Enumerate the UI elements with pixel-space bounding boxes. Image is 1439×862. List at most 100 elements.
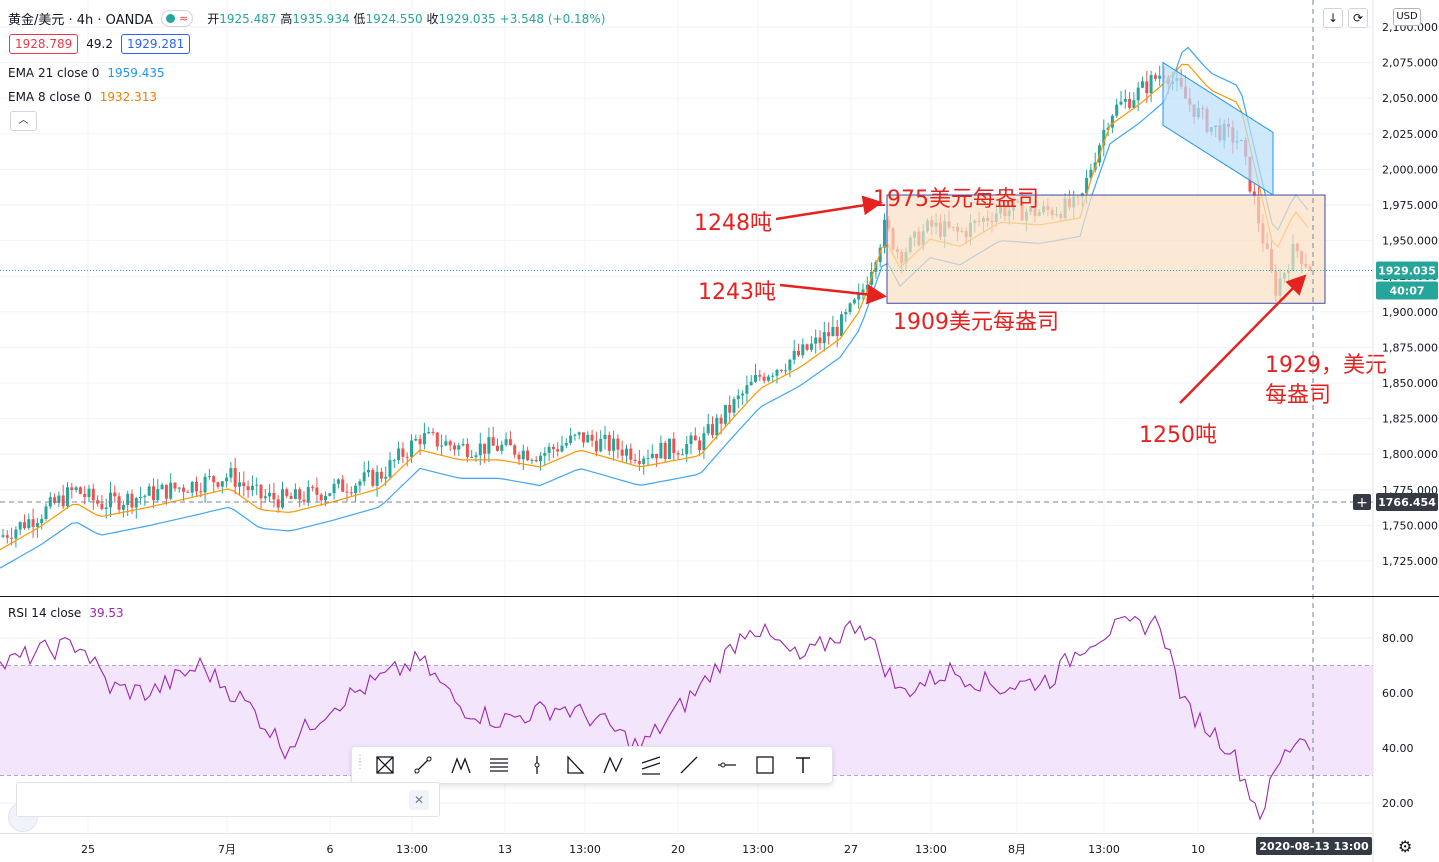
trend-line-icon [414,756,432,774]
annotation-layer: 1975美元每盎司 1248吨 1243吨 1909美元每盎司 1929，美元每盎司 12… [0,0,1387,833]
candle-body [91,488,95,501]
candle-body [195,481,198,492]
sell-price-button[interactable]: 1928.789 [9,34,79,54]
candle-body [74,487,78,490]
ema8-line [0,63,1309,551]
tool-triangle[interactable] [556,748,594,782]
candle-body [728,404,732,413]
candle-body [121,505,125,510]
ema21-legend[interactable]: EMA 21 close 0 1959.435 [8,66,165,80]
drag-handle-icon[interactable]: ⋮ ⋮ [355,754,365,771]
candle-body [672,438,676,454]
tool-horizontal-line[interactable] [708,748,746,782]
candle-body [792,350,796,360]
fib-icon [490,758,508,772]
candle-body [164,484,168,499]
candle-body [177,487,181,489]
tool-parallel-lines[interactable] [632,748,670,782]
candle-body [620,449,624,456]
candle-body [1119,101,1123,105]
tool-path[interactable] [594,748,632,782]
symbol-title[interactable]: 黄金/美元 · 4h · OANDA [8,13,153,28]
candle-body [560,445,564,452]
candle-body [500,444,504,451]
candle-body [711,424,714,436]
candle-body [513,445,517,455]
crosshair-price-tag-bg [1376,492,1438,511]
candle-body [401,448,405,457]
tool-trend-line[interactable] [404,748,442,782]
candle-body [465,443,469,458]
candle-body [655,453,659,459]
candle-body [113,492,117,497]
rectangle-icon [756,756,774,774]
candle-body [1089,169,1093,178]
candle-body [861,289,865,293]
candle-body [306,487,310,502]
candle-body [328,493,332,496]
currency-badge[interactable]: USD [1393,8,1421,26]
candle-body [14,529,18,539]
market-status-badge[interactable]: ≈ [160,10,194,27]
candle-body [182,487,186,492]
settings-gear-icon[interactable]: ⚙ [1398,837,1413,856]
candle-body [603,434,607,440]
price-tick-label: 2,050.000 [1382,92,1438,105]
candle-body [375,471,379,486]
candle-body [379,471,383,479]
tool-ray[interactable] [670,748,708,782]
candle-body [250,485,254,491]
candle-body [18,522,22,530]
parallel-lines-icon [641,756,661,775]
buy-price-button[interactable]: 1929.281 [120,34,191,54]
candle-body [130,493,134,508]
candle-body [784,370,788,372]
candle-body [173,482,177,489]
candle-body [169,482,173,499]
reset-chart-button[interactable]: ⟳ [1348,8,1368,28]
candle-body [646,457,650,459]
market-open-icon [165,14,175,23]
candle-body [225,477,229,482]
candle-body [233,468,237,487]
candle-body [831,326,835,337]
candle-body [427,432,431,434]
candle-body [594,440,598,452]
rsi-legend[interactable]: RSI 14 close 39.53 [8,606,124,620]
candle-body [547,446,551,453]
candle-body [246,486,250,491]
tool-rectangle[interactable] [746,748,784,782]
tool-fib[interactable] [480,748,518,782]
candle-body [470,456,474,458]
tool-cross-line[interactable] [366,748,404,782]
candle-body [96,500,100,504]
candle-body [220,481,224,487]
candle-body [797,350,800,356]
candle-body [650,453,654,458]
tool-text[interactable] [784,748,822,782]
candle-body [754,375,757,382]
close-icon[interactable]: ✕ [409,790,429,810]
bid-ask-row: 1928.789 49.2 1929.281 [9,34,191,54]
tool-pattern[interactable] [442,748,480,782]
candle-body [814,337,818,344]
candle-body [216,482,220,487]
candle-body [448,441,452,446]
candle-body [766,376,770,381]
candle-body [298,489,302,500]
ema8-legend[interactable]: EMA 8 close 0 1932.313 [8,90,157,104]
candle-body [539,455,542,462]
candle-body [104,507,108,509]
tool-vertical-line[interactable] [518,748,556,782]
candle-body [392,460,396,462]
vertical-line-icon [534,756,540,774]
candle-body [152,486,155,501]
collapse-legend-button[interactable]: ︿ [10,111,37,131]
candle-body [857,292,861,300]
candle-body [840,314,843,337]
time-tick-label: 13:00 [742,843,774,856]
candle-body [354,485,358,494]
scroll-down-button[interactable]: ↓ [1323,8,1343,28]
candle-body [1136,87,1140,101]
